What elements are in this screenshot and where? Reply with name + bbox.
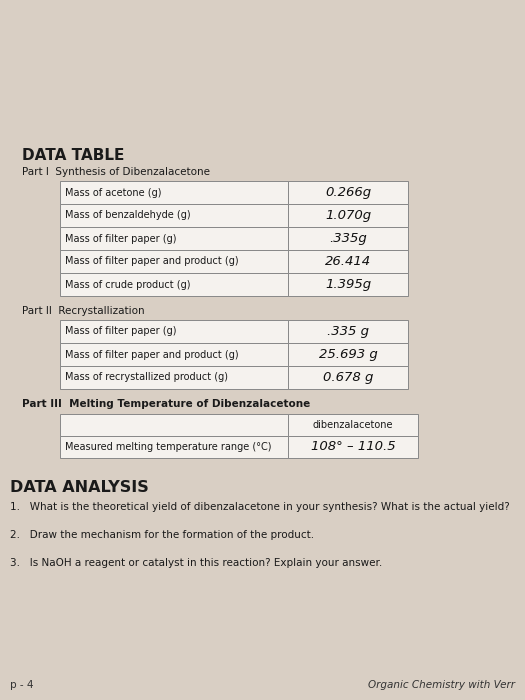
- Text: p - 4: p - 4: [10, 680, 34, 690]
- Bar: [60, 227, 288, 250]
- Text: Mass of filter paper (g): Mass of filter paper (g): [65, 234, 176, 244]
- Text: 1.   What is the theoretical yield of dibenzalacetone in your synthesis? What is: 1. What is the theoretical yield of dibe…: [10, 502, 510, 512]
- Text: DATA TABLE: DATA TABLE: [22, 148, 124, 163]
- Bar: [288, 414, 418, 436]
- Bar: [288, 250, 408, 273]
- Text: 3.   Is NaOH a reagent or catalyst in this reaction? Explain your answer.: 3. Is NaOH a reagent or catalyst in this…: [10, 558, 382, 568]
- Text: 108° – 110.5: 108° – 110.5: [311, 440, 395, 454]
- Bar: [288, 366, 408, 389]
- Bar: [60, 204, 288, 227]
- Bar: [60, 250, 288, 273]
- Bar: [60, 414, 288, 436]
- Bar: [288, 227, 408, 250]
- Text: Mass of filter paper (g): Mass of filter paper (g): [65, 326, 176, 337]
- Text: 0.678 g: 0.678 g: [323, 371, 373, 384]
- Text: Mass of filter paper and product (g): Mass of filter paper and product (g): [65, 256, 239, 267]
- Text: Part III  Melting Temperature of Dibenzalacetone: Part III Melting Temperature of Dibenzal…: [22, 399, 310, 409]
- Text: .335g: .335g: [329, 232, 367, 245]
- Text: 26.414: 26.414: [325, 255, 371, 268]
- Text: Mass of acetone (g): Mass of acetone (g): [65, 188, 162, 197]
- Bar: [60, 366, 288, 389]
- Text: Organic Chemistry with Verr: Organic Chemistry with Verr: [368, 680, 515, 690]
- Text: dibenzalacetone: dibenzalacetone: [313, 420, 393, 430]
- Bar: [60, 436, 288, 458]
- Bar: [60, 181, 288, 204]
- Text: .335 g: .335 g: [327, 325, 369, 338]
- Text: DATA ANALYSIS: DATA ANALYSIS: [10, 480, 149, 495]
- Text: 1.070g: 1.070g: [325, 209, 371, 222]
- Bar: [288, 273, 408, 296]
- Bar: [288, 320, 408, 343]
- Text: 0.266g: 0.266g: [325, 186, 371, 199]
- Bar: [60, 320, 288, 343]
- Text: Part II  Recrystallization: Part II Recrystallization: [22, 306, 144, 316]
- Bar: [60, 273, 288, 296]
- Text: 25.693 g: 25.693 g: [319, 348, 377, 361]
- Text: 1.395g: 1.395g: [325, 278, 371, 291]
- Text: 2.   Draw the mechanism for the formation of the product.: 2. Draw the mechanism for the formation …: [10, 530, 314, 540]
- Bar: [288, 181, 408, 204]
- Text: Mass of crude product (g): Mass of crude product (g): [65, 279, 191, 290]
- Bar: [288, 204, 408, 227]
- Text: Measured melting temperature range (°C): Measured melting temperature range (°C): [65, 442, 271, 452]
- Bar: [288, 436, 418, 458]
- Bar: [60, 343, 288, 366]
- Text: Mass of filter paper and product (g): Mass of filter paper and product (g): [65, 349, 239, 360]
- Text: Part I  Synthesis of Dibenzalacetone: Part I Synthesis of Dibenzalacetone: [22, 167, 210, 177]
- Bar: [288, 343, 408, 366]
- Text: Mass of recrystallized product (g): Mass of recrystallized product (g): [65, 372, 228, 382]
- Text: Mass of benzaldehyde (g): Mass of benzaldehyde (g): [65, 211, 191, 220]
